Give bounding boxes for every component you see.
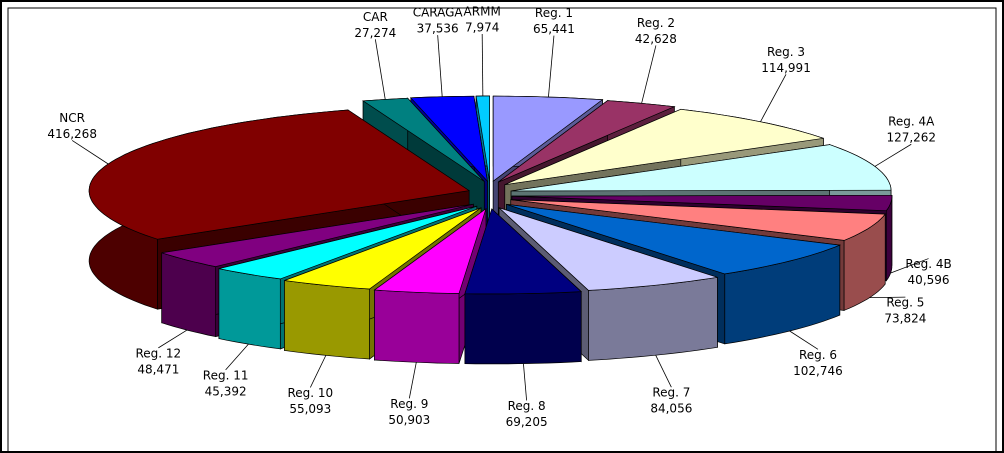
slice-value-label: 65,441 [533, 22, 575, 36]
slice-label: CARAGA [413, 6, 464, 20]
leader-line [869, 296, 906, 299]
leader-line [71, 140, 109, 165]
slice-side [588, 276, 718, 361]
slice-top [492, 95, 604, 182]
slice-top [284, 207, 482, 290]
slice-value-label: 42,628 [635, 32, 677, 46]
slice-value-label: 55,093 [289, 402, 331, 416]
slice-value-label: 102,746 [793, 364, 843, 378]
slice-value-label: 48,471 [137, 362, 179, 376]
slice-top [511, 144, 892, 192]
slice-value-label: 45,392 [205, 384, 247, 398]
slice-top [161, 203, 474, 267]
slice-top [498, 207, 718, 291]
slice [464, 208, 583, 365]
leader-line [481, 34, 484, 97]
leader-line [523, 363, 527, 401]
leader-line [548, 35, 555, 98]
leader-line [437, 35, 443, 97]
slice-side [218, 268, 281, 350]
slice-label: ARMM [464, 5, 501, 19]
leader-line [408, 362, 417, 399]
slice-side [464, 291, 582, 365]
slice-value-label: 69,205 [506, 415, 548, 429]
slice-label: Reg. 3 [767, 45, 805, 59]
slice-label: Reg. 9 [390, 397, 428, 411]
leader-line [890, 258, 929, 274]
leader-line [655, 355, 672, 388]
slice-label: Reg. 8 [508, 399, 546, 413]
slice-label: Reg. 6 [799, 348, 837, 362]
slice-label: Reg. 5 [886, 296, 924, 310]
leader-line [374, 39, 386, 100]
leader-line [225, 343, 249, 371]
leader-line [789, 330, 819, 350]
leader-line [760, 74, 787, 122]
slice-top [362, 97, 485, 182]
slice-value-label: 84,056 [650, 402, 692, 416]
slice-value-label: 27,274 [354, 26, 396, 40]
slice-top [504, 108, 824, 185]
slice-label: Reg. 11 [203, 368, 249, 382]
slice-side [284, 280, 370, 360]
slice-value-label: 40,596 [908, 273, 950, 287]
slice-top [464, 208, 583, 295]
slice-label: CAR [363, 10, 388, 24]
slice-value-label: 416,268 [47, 127, 97, 141]
slice-label: Reg. 10 [287, 386, 333, 400]
slice-value-label: 73,824 [884, 312, 926, 326]
slice-top [218, 205, 477, 280]
slice-label: Reg. 4A [888, 115, 935, 129]
slice-top [498, 100, 676, 183]
slice-label: Reg. 7 [652, 386, 690, 400]
slice-top [510, 199, 886, 241]
leader-line [874, 143, 912, 167]
slice-top [506, 203, 842, 275]
plot-frame [7, 7, 997, 453]
slice-label: Reg. 1 [535, 6, 573, 20]
slice-top [373, 207, 487, 294]
slice-side [161, 252, 216, 338]
slice-label: Reg. 4B [905, 257, 951, 271]
slice-value-label: 37,536 [417, 22, 459, 36]
slice-value-label: 114,991 [761, 61, 811, 75]
slice-label: Reg. 12 [135, 346, 181, 360]
leader-line [309, 355, 327, 388]
leader-line [641, 45, 657, 104]
slice-value-label: 7,974 [465, 21, 499, 35]
slice-value-label: 127,262 [886, 131, 936, 145]
leader-line [158, 329, 188, 349]
slice-side [374, 289, 460, 364]
slice-value-label: 50,903 [388, 413, 430, 427]
slice-label: Reg. 2 [637, 16, 675, 30]
slice-label: NCR [59, 111, 85, 125]
slice-top [511, 194, 893, 212]
